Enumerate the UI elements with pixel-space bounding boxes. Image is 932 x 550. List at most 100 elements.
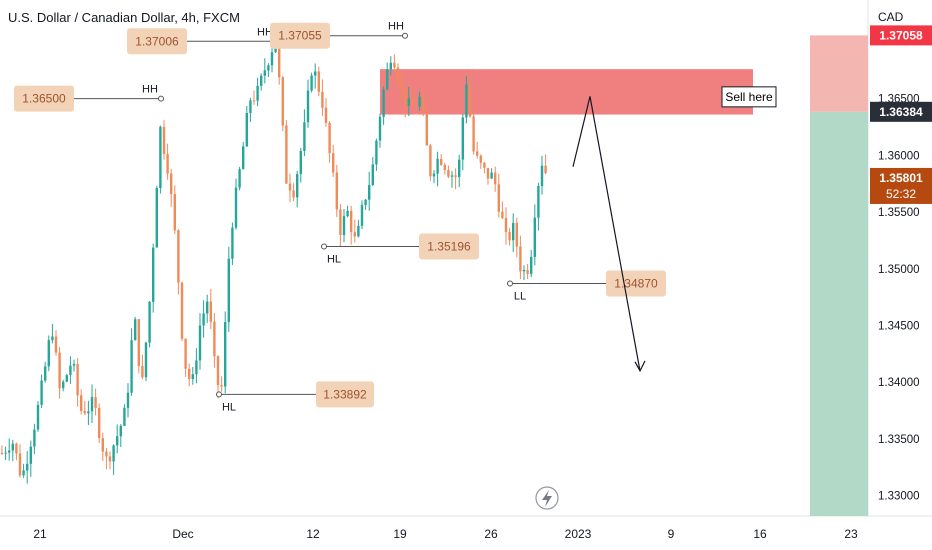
candle-body bbox=[249, 100, 252, 114]
price-tick-label: 1.34500 bbox=[878, 320, 920, 332]
level-label-1-36500: 1.36500 bbox=[22, 92, 66, 106]
candle-body bbox=[260, 75, 263, 86]
candle-body bbox=[144, 342, 148, 378]
candle-body bbox=[191, 374, 194, 380]
candle-body bbox=[386, 69, 389, 90]
candle-body bbox=[414, 106, 418, 108]
candle-body bbox=[458, 159, 461, 178]
level-1-36500[interactable]: 1.36500 HH bbox=[14, 84, 164, 112]
candle-body bbox=[180, 282, 184, 339]
time-tick-label: 16 bbox=[753, 527, 767, 541]
candle-body bbox=[324, 107, 328, 123]
price-tick-label: 1.33500 bbox=[878, 434, 920, 446]
candle-body bbox=[530, 256, 533, 274]
candle-body bbox=[400, 82, 403, 89]
anchor-dot bbox=[216, 391, 222, 398]
level-label-1-33892: 1.33892 bbox=[323, 387, 367, 401]
candle-body bbox=[468, 84, 472, 117]
candle-body bbox=[486, 167, 490, 179]
candle-body bbox=[33, 429, 36, 447]
level-1-37006[interactable]: 1.37006 HH bbox=[127, 26, 281, 55]
price-badge-1-36384: 1.36384 bbox=[870, 101, 932, 122]
badge-label: 1.36384 bbox=[879, 105, 923, 119]
candle-body bbox=[4, 452, 7, 454]
countdown-label: 52:32 bbox=[886, 187, 916, 201]
anchor-dot bbox=[402, 32, 408, 39]
candle-body bbox=[101, 438, 104, 452]
anchor-dot bbox=[321, 243, 327, 250]
candle-body bbox=[209, 301, 212, 322]
sell-position-target-area[interactable] bbox=[810, 111, 868, 516]
candle-body bbox=[346, 210, 349, 217]
sell-zone-rectangle[interactable] bbox=[380, 69, 753, 115]
badge-box bbox=[870, 167, 932, 204]
candle-body bbox=[364, 199, 367, 206]
level-1-33892[interactable]: 1.33892 HL bbox=[216, 381, 375, 413]
level-1-37055[interactable]: 1.37055 HH bbox=[270, 21, 408, 49]
candle-body bbox=[515, 222, 518, 247]
candle-body bbox=[504, 218, 508, 232]
candle-body bbox=[267, 65, 270, 71]
level-label-1-34870: 1.34870 bbox=[614, 277, 658, 291]
candle-body bbox=[116, 436, 119, 446]
level-label-1-37006: 1.37006 bbox=[135, 34, 179, 48]
price-badge-1-37058: 1.37058 bbox=[870, 25, 932, 46]
candle-body bbox=[141, 365, 144, 378]
level-1-34870[interactable]: 1.34870 LL bbox=[507, 270, 667, 303]
candle-body bbox=[159, 126, 162, 189]
candle-body bbox=[65, 375, 68, 382]
candle-body bbox=[54, 336, 58, 353]
candle-body bbox=[292, 190, 295, 198]
current-price-badge: 1.35801 52:32 bbox=[870, 167, 932, 204]
candle-body bbox=[87, 411, 90, 414]
candle-body bbox=[256, 85, 259, 101]
level-1-35196[interactable]: 1.35196 HL bbox=[321, 233, 480, 266]
candle-body bbox=[429, 145, 432, 177]
projection-arrow[interactable] bbox=[572, 96, 646, 373]
candle-body bbox=[220, 385, 223, 387]
candle-body bbox=[544, 165, 547, 174]
candle-body bbox=[306, 90, 310, 123]
candle-body bbox=[26, 463, 29, 471]
sell-position-stop-area[interactable] bbox=[810, 35, 868, 112]
candle-body bbox=[447, 169, 450, 177]
candle-body bbox=[188, 368, 191, 380]
candle-body bbox=[162, 126, 166, 154]
candle-body bbox=[0, 453, 4, 455]
candle-body bbox=[234, 187, 238, 228]
candle-body bbox=[404, 88, 407, 106]
sell-here-note[interactable]: Sell here bbox=[721, 86, 777, 108]
candle-body bbox=[342, 216, 346, 236]
candle-body bbox=[206, 301, 209, 314]
level-label-box bbox=[606, 270, 666, 297]
candle-body bbox=[339, 209, 342, 236]
projection-path bbox=[572, 96, 641, 371]
lightning-icon[interactable] bbox=[535, 486, 559, 510]
point-label-ll: LL bbox=[514, 291, 526, 303]
candle-body bbox=[378, 116, 382, 141]
candle-body bbox=[123, 407, 126, 426]
candle-body bbox=[40, 380, 43, 405]
candle-body bbox=[29, 446, 32, 464]
candle-body bbox=[8, 450, 11, 453]
candle-body bbox=[170, 173, 173, 195]
point-label-hh: HH bbox=[257, 26, 273, 38]
candle-body bbox=[357, 225, 360, 237]
level-label-box bbox=[14, 85, 74, 112]
candle-body bbox=[36, 404, 40, 430]
level-label-1-35196: 1.35196 bbox=[427, 240, 471, 254]
candle-body bbox=[335, 172, 338, 210]
candle-body bbox=[18, 453, 22, 476]
time-tick-label: 19 bbox=[393, 527, 407, 541]
candle-body bbox=[479, 155, 482, 163]
candle-body bbox=[436, 158, 439, 174]
candle-body bbox=[483, 162, 486, 168]
candle-body bbox=[476, 151, 479, 156]
candle-body bbox=[83, 410, 86, 414]
candle-body bbox=[155, 188, 158, 248]
candle-body bbox=[288, 183, 292, 191]
candle-body bbox=[303, 122, 306, 151]
badge-box bbox=[870, 25, 932, 46]
candle-body bbox=[454, 175, 457, 178]
